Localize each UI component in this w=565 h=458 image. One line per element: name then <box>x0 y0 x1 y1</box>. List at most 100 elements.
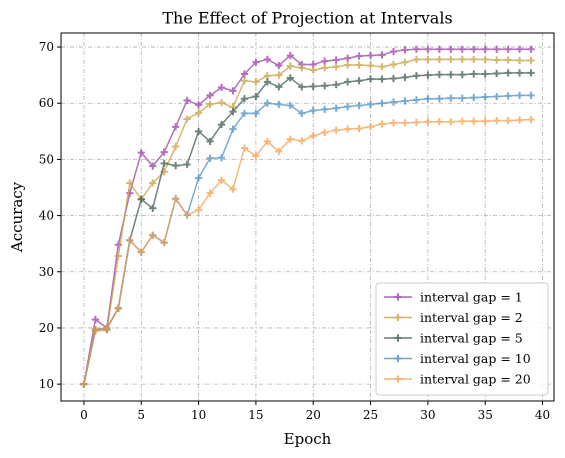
legend-label: interval gap = 1 <box>420 290 523 305</box>
data-point <box>516 91 524 99</box>
data-point <box>516 56 524 65</box>
data-point <box>263 99 271 107</box>
data-point <box>332 126 340 134</box>
data-point <box>401 46 409 54</box>
legend-box <box>375 282 549 396</box>
legend-item <box>384 334 412 342</box>
data-point <box>447 70 455 79</box>
legend: interval gap = 1 interval gap = 2 interval… <box>375 282 549 396</box>
data-point <box>493 56 501 64</box>
data-point <box>493 69 501 78</box>
data-point <box>527 56 535 65</box>
data-point <box>516 116 524 124</box>
data-point <box>217 176 226 184</box>
series-1 <box>80 45 535 388</box>
series-5 <box>80 115 535 388</box>
data-point <box>389 98 398 106</box>
data-point <box>240 70 249 78</box>
x-axis-label: Epoch <box>284 430 332 448</box>
y-tick-label: 10 <box>39 377 54 391</box>
data-point <box>286 101 294 110</box>
data-point <box>206 100 214 108</box>
legend-label: interval gap = 2 <box>420 310 523 325</box>
data-point <box>149 231 157 239</box>
data-point <box>194 101 203 109</box>
data-point <box>91 326 99 334</box>
data-point <box>240 109 249 117</box>
y-tick-label: 60 <box>39 96 54 110</box>
series-line <box>83 118 532 385</box>
legend-item <box>384 293 412 301</box>
data-point <box>194 174 203 182</box>
data-point <box>493 117 501 125</box>
y-tick-label: 20 <box>39 321 54 335</box>
axis-ticks: 0 5 10 15 20 25 30 35 40 10 20 30 40 50 60 70 <box>39 40 550 422</box>
legend-marker <box>394 354 402 363</box>
data-point <box>183 211 191 219</box>
data-point <box>160 159 168 167</box>
data-point <box>424 55 432 64</box>
y-tick-label: 30 <box>39 265 54 279</box>
data-point <box>80 380 88 388</box>
data-point <box>275 83 283 91</box>
x-tick-label: 35 <box>478 408 493 422</box>
data-point <box>263 137 271 146</box>
data-point <box>504 56 512 64</box>
data-point <box>470 45 478 53</box>
series-group <box>80 45 535 388</box>
data-point <box>229 108 237 116</box>
y-tick-label: 70 <box>39 40 54 54</box>
x-tick-label: 25 <box>363 408 378 422</box>
data-point <box>470 117 478 125</box>
data-point <box>458 117 466 125</box>
data-point <box>114 304 122 312</box>
data-point <box>298 109 306 117</box>
grid <box>61 33 554 401</box>
data-point <box>447 118 455 126</box>
y-tick-label: 50 <box>39 152 54 166</box>
data-point <box>286 135 294 143</box>
data-point <box>172 161 180 170</box>
legend-label: interval gap = 10 <box>420 351 531 366</box>
data-point <box>355 77 363 85</box>
data-point <box>378 75 386 83</box>
data-point <box>389 74 398 83</box>
data-point <box>240 77 249 85</box>
data-point <box>470 55 478 64</box>
data-point <box>321 105 329 114</box>
data-point <box>366 75 375 83</box>
data-point <box>229 87 237 95</box>
data-point <box>114 252 122 260</box>
plot-frame <box>60 32 555 402</box>
data-point <box>378 63 386 71</box>
legend-label: interval gap = 20 <box>420 372 531 387</box>
data-point <box>344 61 352 69</box>
data-point <box>424 45 432 53</box>
legend-item <box>384 313 412 322</box>
data-point <box>332 81 340 89</box>
data-point <box>344 78 352 86</box>
data-point <box>252 109 260 117</box>
data-point <box>309 66 317 74</box>
data-point <box>355 124 363 133</box>
legend-marker <box>394 375 402 383</box>
x-tick-label: 30 <box>420 408 435 422</box>
data-point <box>263 78 271 86</box>
data-point <box>401 73 409 81</box>
data-point <box>321 128 329 137</box>
data-point <box>298 83 306 91</box>
data-point <box>401 97 409 105</box>
data-point <box>160 238 168 247</box>
data-point <box>355 52 363 60</box>
data-point <box>355 61 363 69</box>
data-point <box>424 118 432 126</box>
data-point <box>344 103 352 111</box>
data-point <box>435 45 443 53</box>
data-point <box>412 55 421 64</box>
data-point <box>424 71 432 79</box>
data-point <box>481 117 489 125</box>
data-point <box>183 160 191 169</box>
data-point <box>366 123 375 131</box>
data-point <box>401 58 409 66</box>
data-point <box>504 45 512 53</box>
